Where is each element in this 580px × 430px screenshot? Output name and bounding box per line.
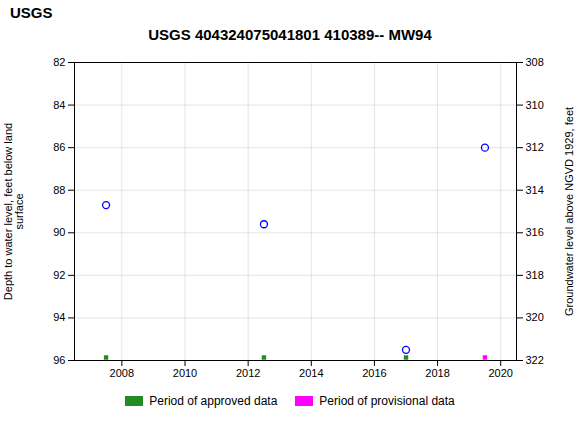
svg-text:2020: 2020 — [488, 367, 512, 379]
html-text:Period of approved data: Period of approved data — [149, 394, 278, 408]
svg-text:2016: 2016 — [362, 367, 386, 379]
svg-text:86: 86 — [53, 141, 65, 153]
svg-text:314: 314 — [526, 184, 544, 196]
svg-text:318: 318 — [526, 269, 544, 281]
svg-text:308: 308 — [526, 56, 544, 68]
svg-text:316: 316 — [526, 226, 544, 238]
svg-text:96: 96 — [53, 354, 65, 366]
html-text:USGS: USGS — [10, 4, 53, 21]
svg-text:Groundwater level above NGVD 1: Groundwater level above NGVD 1929, feet — [563, 107, 575, 316]
svg-text:84: 84 — [53, 99, 65, 111]
svg-text:2008: 2008 — [110, 367, 134, 379]
svg-text:Depth to water level, feet bel: Depth to water level, feet below landsur… — [2, 123, 25, 300]
svg-text:320: 320 — [526, 311, 544, 323]
svg-text:88: 88 — [53, 184, 65, 196]
svg-text:312: 312 — [526, 141, 544, 153]
svg-text:94: 94 — [53, 311, 65, 323]
svg-text:82: 82 — [53, 56, 65, 68]
svg-text:310: 310 — [526, 99, 544, 111]
svg-text:2014: 2014 — [299, 367, 323, 379]
svg-text:322: 322 — [526, 354, 544, 366]
svg-text:2010: 2010 — [173, 367, 197, 379]
svg-text:2018: 2018 — [425, 367, 449, 379]
svg-text:92: 92 — [53, 269, 65, 281]
html-text:Period of provisional data: Period of provisional data — [319, 394, 455, 408]
html-text:USGS 404324075041801 410389--: USGS 404324075041801 410389-- MW94 — [148, 26, 432, 43]
svg-text:90: 90 — [53, 226, 65, 238]
svg-text:2012: 2012 — [236, 367, 260, 379]
